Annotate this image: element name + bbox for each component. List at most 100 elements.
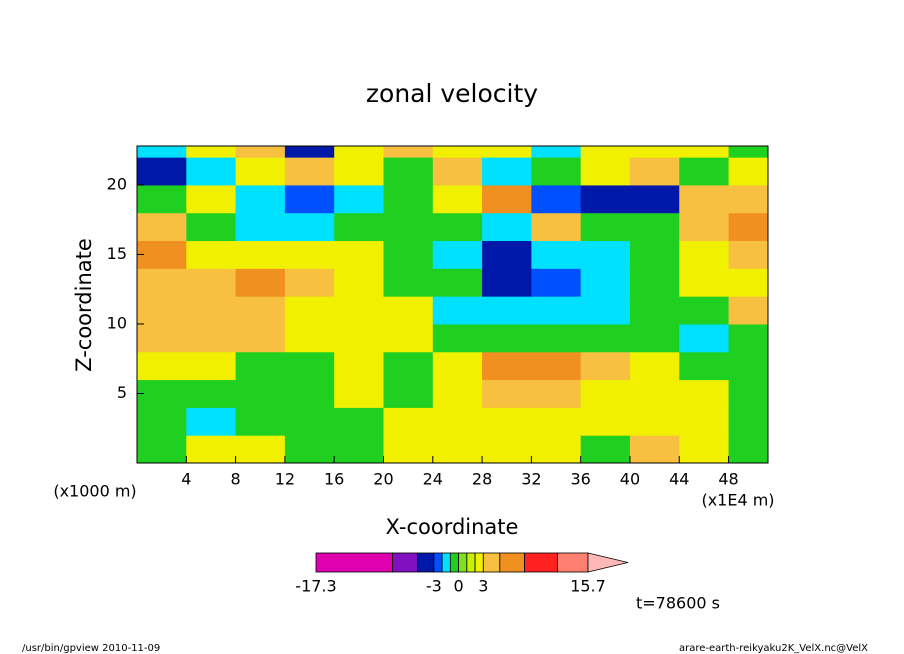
annotation: t=78600 s <box>636 594 720 613</box>
contour-cell <box>432 351 483 381</box>
colorbar-tick-label: 15.7 <box>570 577 606 596</box>
contour-cell <box>580 268 631 297</box>
contour-cell <box>235 212 286 242</box>
x-tick-label: 36 <box>570 470 590 489</box>
x-tick-label: 28 <box>472 470 492 489</box>
contour-cell <box>383 435 434 464</box>
contour-cell <box>186 407 237 436</box>
x-tick-label: 44 <box>669 470 689 489</box>
contour-cell <box>186 240 237 269</box>
contour-cell <box>334 212 384 242</box>
contour-cell <box>531 379 582 408</box>
contour-cell <box>137 184 187 214</box>
contour-cell <box>235 323 286 353</box>
contour-cell <box>334 157 384 186</box>
contour-cell <box>186 351 237 381</box>
contour-cell <box>383 323 434 353</box>
contour-cell <box>383 157 434 186</box>
x-tick-label: 24 <box>423 470 443 489</box>
contour-cell <box>284 407 335 436</box>
contour-cell <box>728 184 769 214</box>
y-tick-label: 10 <box>107 313 127 332</box>
contour-cell <box>137 407 187 436</box>
contour-cell <box>432 379 483 408</box>
x-tick-label: 4 <box>181 470 191 489</box>
contour-cell <box>629 212 680 242</box>
contour-cell <box>235 184 286 214</box>
colorbar-segment <box>557 552 589 573</box>
contour-cell <box>284 435 335 464</box>
contour-cell <box>728 268 769 297</box>
contour-cell <box>482 212 532 242</box>
contour-cell <box>334 435 384 464</box>
contour-cell <box>383 240 434 269</box>
contour-cell <box>137 212 187 242</box>
contour-cell <box>334 146 384 158</box>
contour-cell <box>531 240 582 269</box>
contour-cell <box>383 296 434 325</box>
contour-cell <box>186 212 237 242</box>
contour-cell <box>580 296 631 325</box>
contour-cell <box>284 323 335 353</box>
y-axis-label: Z-coordinate <box>72 238 96 372</box>
contour-cell <box>137 146 187 158</box>
contour-cell <box>432 184 483 214</box>
contour-cell <box>629 379 680 408</box>
contour-cell <box>235 351 286 381</box>
contour-cell <box>629 268 680 297</box>
footer-left: /usr/bin/gpview 2010-11-09 <box>22 643 160 654</box>
colorbar-segment <box>416 552 435 573</box>
contour-cell <box>531 157 582 186</box>
colorbar-segment <box>315 552 394 573</box>
contour-cell <box>284 268 335 297</box>
contour-cell <box>284 212 335 242</box>
colorbar-extension <box>587 552 629 573</box>
contour-cell <box>432 157 483 186</box>
contour-cell <box>580 184 631 214</box>
contour-cell <box>482 435 532 464</box>
x-tick-label: 8 <box>231 470 241 489</box>
contour-cell <box>728 157 769 186</box>
contour-cell <box>728 240 769 269</box>
contour-cell <box>383 379 434 408</box>
contour-cell <box>679 212 730 242</box>
contour-cell <box>580 240 631 269</box>
contour-cell <box>432 146 483 158</box>
contour-cell <box>629 157 680 186</box>
contour-cell <box>679 323 730 353</box>
contour-cell <box>235 407 286 436</box>
x-tick-label: 40 <box>620 470 640 489</box>
colorbar-segment <box>482 552 501 573</box>
contour-cell <box>137 435 187 464</box>
contour-cell <box>284 379 335 408</box>
x-tick-label: 20 <box>373 470 393 489</box>
contour-cell <box>728 407 769 436</box>
colorbar-segment <box>474 552 484 573</box>
contour-cell <box>482 407 532 436</box>
contour-cell <box>432 296 483 325</box>
contour-cell <box>482 268 532 297</box>
contour-cell <box>284 184 335 214</box>
contour-cell <box>383 184 434 214</box>
contour-cell <box>580 212 631 242</box>
contour-cell <box>334 296 384 325</box>
contour-cell <box>728 351 769 381</box>
contour-cell <box>679 157 730 186</box>
contour-cell <box>186 296 237 325</box>
contour-cell <box>482 240 532 269</box>
contour-cell <box>629 435 680 464</box>
contour-cell <box>482 146 532 158</box>
contour-cell <box>432 240 483 269</box>
contour-cell <box>137 240 187 269</box>
contour-cell <box>580 351 631 381</box>
contour-cell <box>679 435 730 464</box>
contour-cell <box>531 268 582 297</box>
x-unit-label: (x1E4 m) <box>701 491 774 510</box>
contour-cell <box>531 323 582 353</box>
contour-cell <box>679 296 730 325</box>
contour-cell <box>383 351 434 381</box>
contour-cell <box>679 184 730 214</box>
contour-cell <box>531 407 582 436</box>
contour-cell <box>284 240 335 269</box>
